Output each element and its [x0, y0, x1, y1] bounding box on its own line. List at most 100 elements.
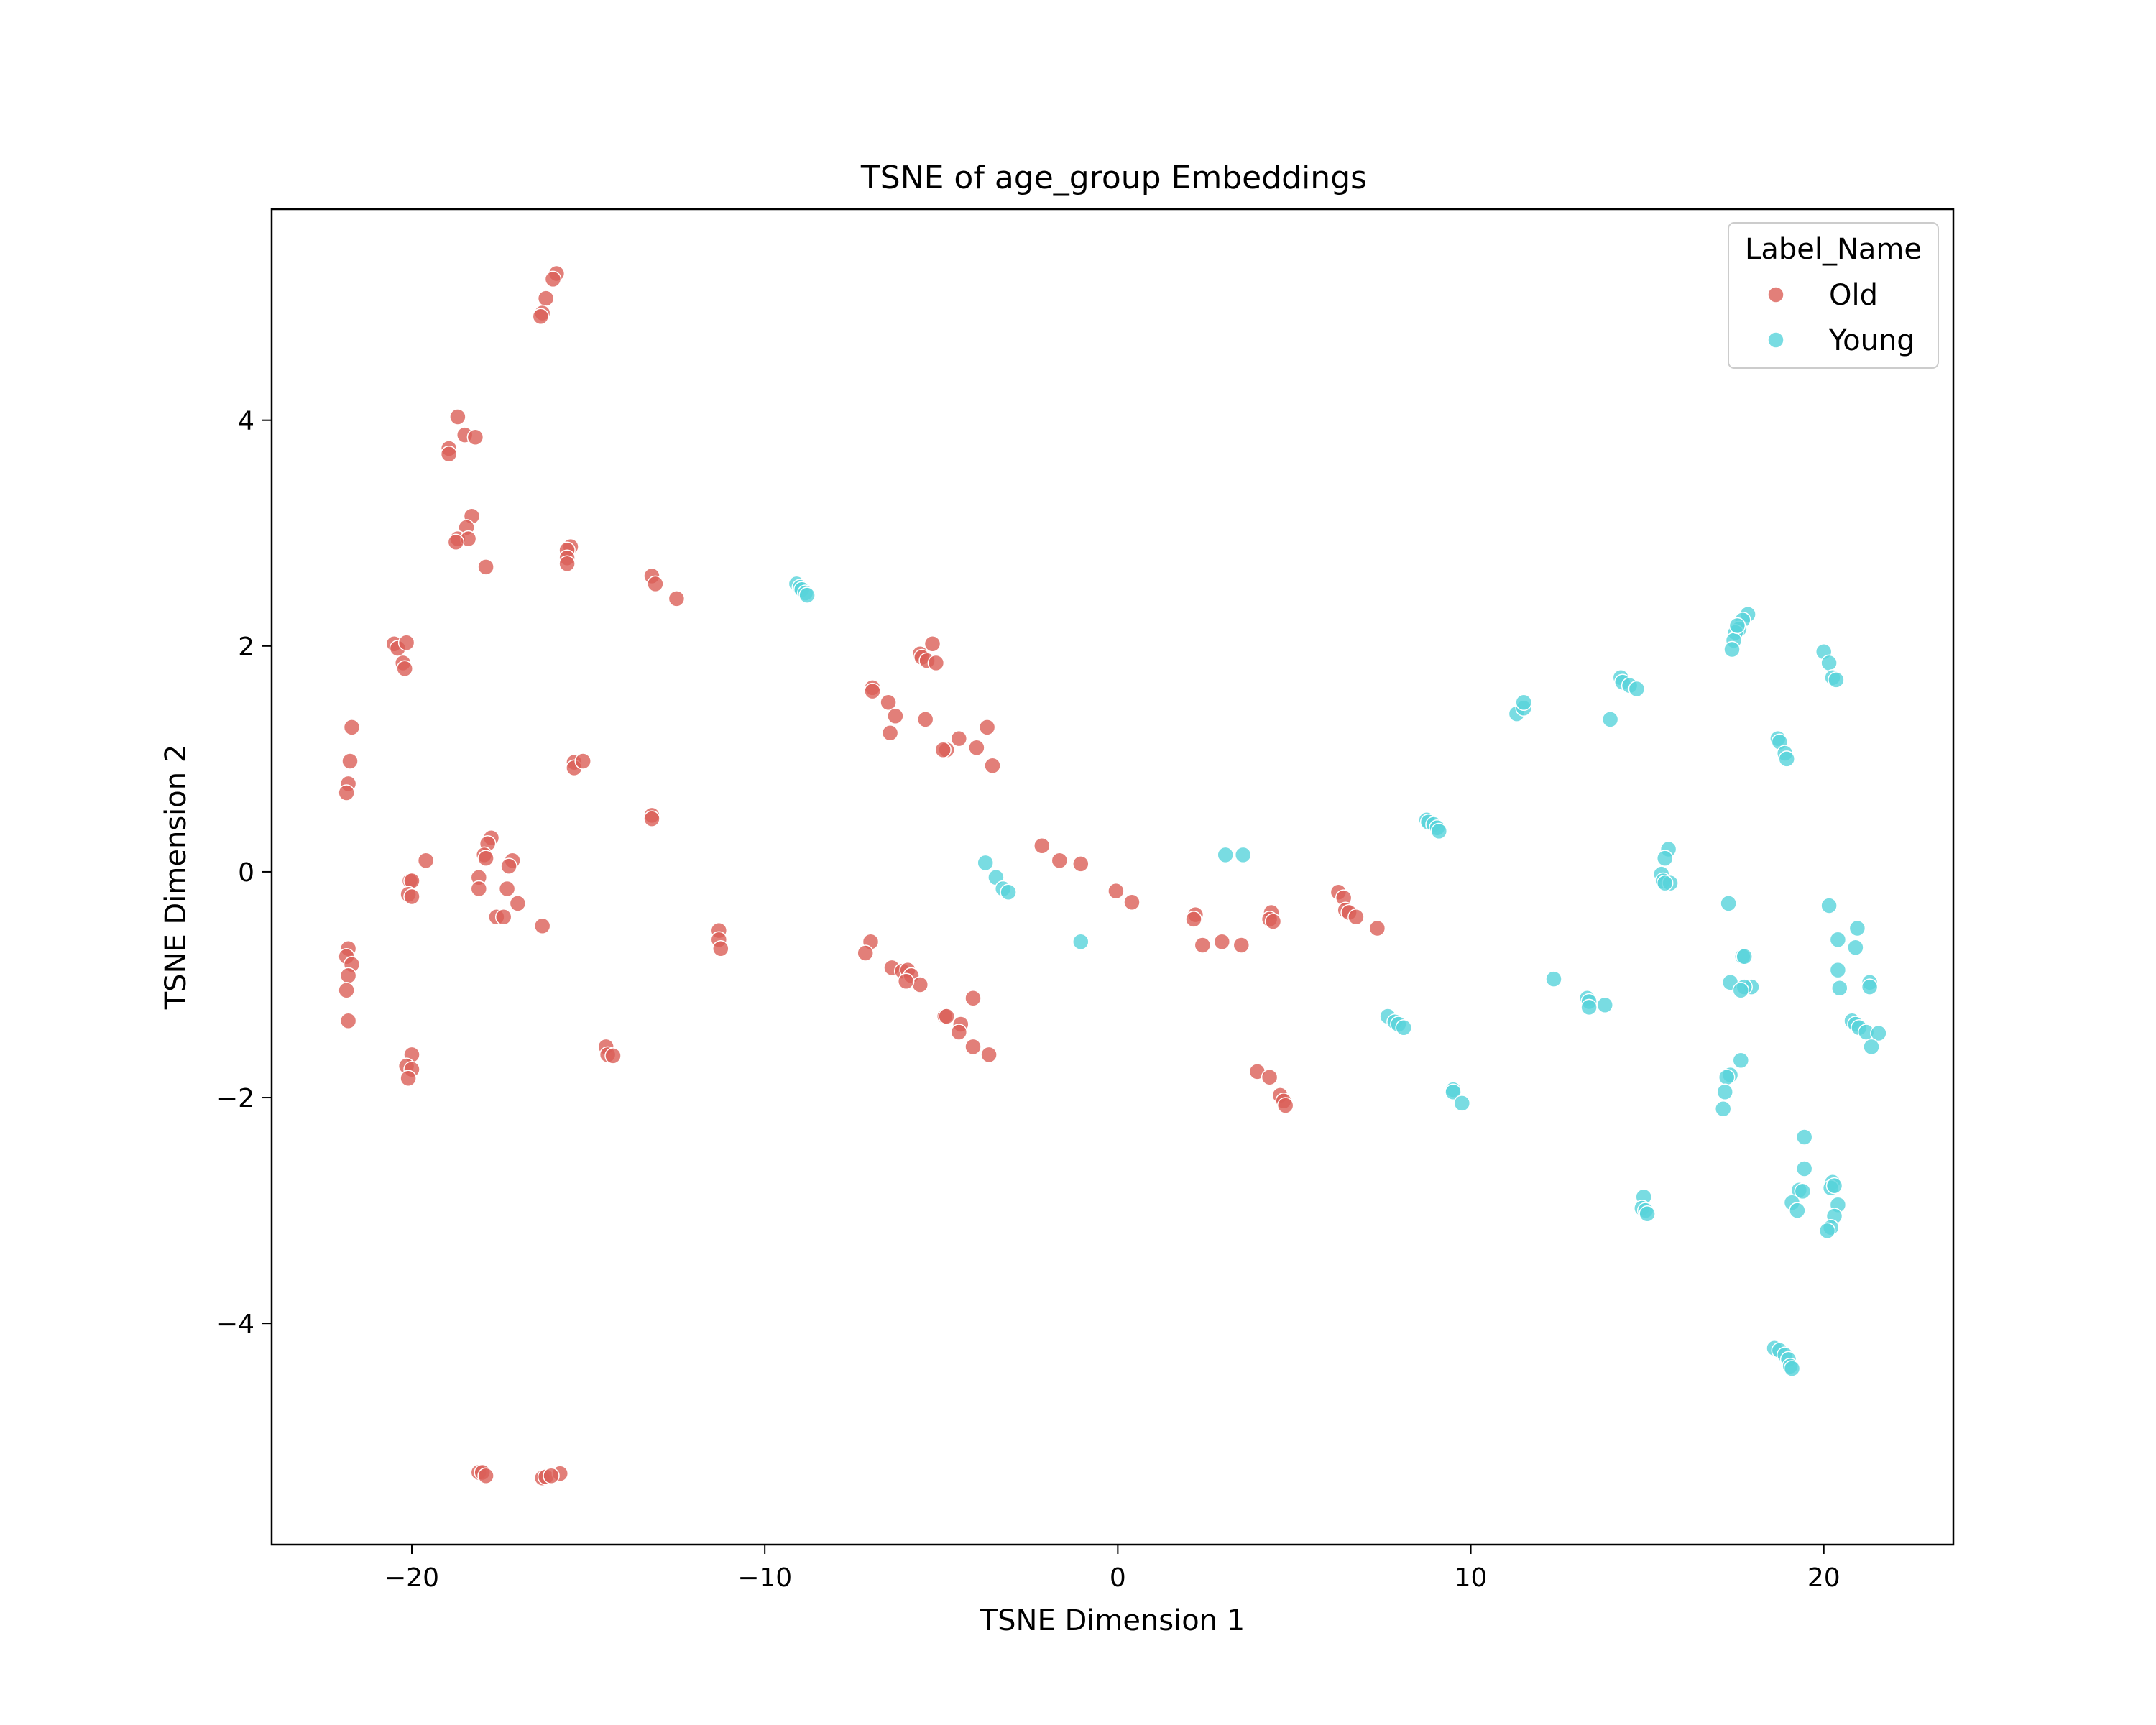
- x-tick-label: −20: [384, 1563, 439, 1593]
- y-tick-label: −4: [216, 1310, 254, 1339]
- data-point-old: [1348, 908, 1365, 926]
- x-tick-label: 10: [1455, 1563, 1488, 1593]
- data-point-young: [1870, 1024, 1887, 1042]
- data-point-young: [1000, 883, 1017, 901]
- legend-marker-old: [1767, 286, 1784, 303]
- data-point-old: [1233, 937, 1250, 954]
- x-axis-label: TSNE Dimension 1: [980, 1604, 1245, 1637]
- data-point-young: [1795, 1160, 1813, 1177]
- data-point-young: [1732, 982, 1750, 999]
- data-point-old: [864, 682, 881, 700]
- series-old: [338, 264, 1386, 1487]
- data-point-old: [911, 976, 929, 993]
- data-point-old: [339, 967, 357, 985]
- legend: Label_Name Old Young: [1728, 222, 1939, 369]
- data-point-young: [1580, 998, 1598, 1016]
- data-point-young: [1789, 1202, 1806, 1219]
- data-point-old: [339, 1012, 357, 1029]
- data-point-young: [1794, 1182, 1812, 1200]
- plot-area: [338, 264, 1887, 1487]
- data-point-old: [544, 270, 562, 288]
- data-point-old: [980, 1046, 998, 1064]
- legend-marker-young: [1767, 331, 1784, 349]
- data-point-old: [923, 635, 941, 653]
- data-point-old: [881, 724, 899, 742]
- legend-label-old: Old: [1829, 279, 1878, 312]
- data-point-young: [1825, 1177, 1843, 1195]
- data-point-young: [1829, 961, 1847, 979]
- data-point-old: [543, 1467, 560, 1484]
- data-point-old: [1368, 919, 1386, 937]
- data-point-old: [447, 533, 465, 551]
- data-point-young: [1861, 978, 1879, 995]
- data-point-old: [477, 1467, 494, 1484]
- data-point-young: [1828, 671, 1845, 689]
- data-point-old: [1033, 837, 1051, 855]
- data-point-old: [574, 753, 591, 770]
- data-point-old: [1072, 855, 1089, 873]
- data-point-old: [558, 555, 576, 572]
- x-tick-label: 0: [1110, 1563, 1126, 1593]
- data-point-old: [494, 908, 512, 926]
- data-point-old: [537, 290, 555, 307]
- data-point-young: [1831, 979, 1848, 997]
- data-point-old: [341, 753, 359, 770]
- data-point-old: [950, 1024, 968, 1041]
- y-axis-ticks: −4 −2 0 2 4: [216, 407, 272, 1339]
- data-point-old: [887, 707, 904, 724]
- data-point-young: [1728, 617, 1746, 635]
- data-point-old: [968, 739, 985, 756]
- data-point-young: [1714, 1100, 1732, 1118]
- data-point-young: [1716, 1083, 1733, 1100]
- data-point-old: [604, 1047, 622, 1064]
- data-point-old: [338, 982, 355, 999]
- data-point-young: [1217, 846, 1234, 864]
- data-point-old: [343, 719, 361, 736]
- data-point-young: [1723, 640, 1741, 658]
- data-point-old: [643, 810, 660, 827]
- data-point-young: [1445, 1083, 1462, 1100]
- axes-frame: [270, 208, 1955, 1546]
- legend-frame: [1728, 222, 1939, 369]
- data-point-old: [964, 1038, 982, 1056]
- legend-label-young: Young: [1828, 324, 1915, 357]
- data-point-young: [1430, 822, 1448, 840]
- data-point-old: [400, 1070, 417, 1087]
- y-tick-label: 2: [238, 632, 254, 662]
- data-point-young: [1778, 750, 1795, 768]
- y-axis-label: TSNE Dimension 2: [160, 745, 193, 1011]
- x-axis-ticks: −20 −10 0 10 20: [384, 1545, 1841, 1593]
- data-point-old: [934, 741, 952, 759]
- data-point-old: [533, 917, 551, 935]
- data-point-young: [1829, 931, 1847, 948]
- data-point-old: [880, 694, 897, 712]
- data-point-old: [417, 852, 435, 869]
- data-point-old: [938, 1008, 955, 1025]
- data-point-old: [1123, 893, 1141, 911]
- data-point-old: [964, 990, 982, 1007]
- data-point-old: [477, 558, 494, 576]
- data-point-young: [1795, 1128, 1813, 1146]
- data-point-old: [498, 880, 516, 898]
- data-point-old: [897, 972, 915, 990]
- data-point-young: [1736, 947, 1753, 965]
- data-point-old: [1261, 1069, 1279, 1086]
- data-point-old: [950, 730, 968, 748]
- data-point-young: [1818, 1222, 1836, 1240]
- data-point-young: [1848, 919, 1866, 937]
- y-tick-label: −2: [216, 1084, 254, 1113]
- data-point-young: [798, 586, 816, 604]
- data-point-old: [532, 308, 550, 325]
- data-point-young: [1732, 1052, 1750, 1069]
- x-tick-label: 20: [1807, 1563, 1841, 1593]
- data-point-old: [466, 428, 484, 446]
- data-point-old: [440, 446, 458, 463]
- data-point-old: [1194, 937, 1212, 954]
- data-point-young: [1395, 1018, 1412, 1036]
- data-point-young: [1656, 850, 1674, 867]
- data-point-old: [916, 711, 934, 728]
- data-point-young: [1628, 680, 1646, 698]
- data-point-young: [1545, 970, 1562, 988]
- data-point-old: [500, 857, 517, 875]
